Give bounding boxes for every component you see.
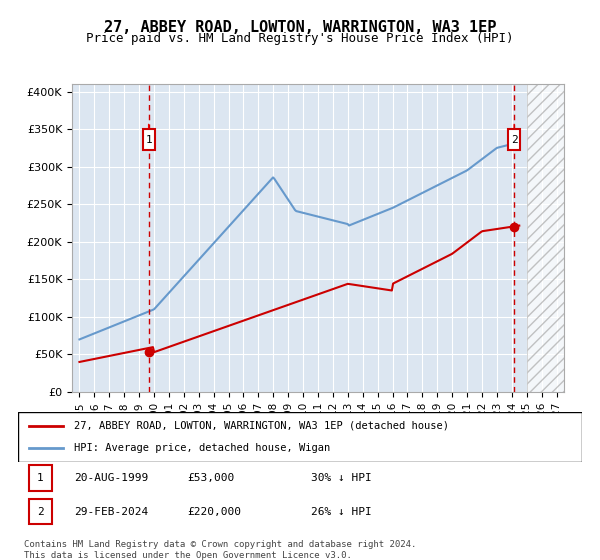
FancyBboxPatch shape [29,499,52,524]
Text: 30% ↓ HPI: 30% ↓ HPI [311,473,372,483]
Text: Price paid vs. HM Land Registry's House Price Index (HPI): Price paid vs. HM Land Registry's House … [86,32,514,45]
Text: HPI: Average price, detached house, Wigan: HPI: Average price, detached house, Wiga… [74,443,331,453]
Text: 27, ABBEY ROAD, LOWTON, WARRINGTON, WA3 1EP (detached house): 27, ABBEY ROAD, LOWTON, WARRINGTON, WA3 … [74,421,449,431]
Text: £53,000: £53,000 [187,473,235,483]
Text: 26% ↓ HPI: 26% ↓ HPI [311,506,372,516]
Text: 27, ABBEY ROAD, LOWTON, WARRINGTON, WA3 1EP: 27, ABBEY ROAD, LOWTON, WARRINGTON, WA3 … [104,20,496,35]
Text: 1: 1 [37,473,44,483]
FancyBboxPatch shape [29,465,52,491]
Text: 20-AUG-1999: 20-AUG-1999 [74,473,149,483]
Text: 2: 2 [511,134,518,144]
FancyBboxPatch shape [508,129,520,150]
Text: 29-FEB-2024: 29-FEB-2024 [74,506,149,516]
Text: Contains HM Land Registry data © Crown copyright and database right 2024.
This d: Contains HM Land Registry data © Crown c… [24,540,416,560]
Text: £220,000: £220,000 [187,506,241,516]
Bar [527,84,564,392]
Text: 2: 2 [37,506,44,516]
Text: 1: 1 [145,134,152,144]
FancyBboxPatch shape [18,412,582,462]
FancyBboxPatch shape [143,129,155,150]
